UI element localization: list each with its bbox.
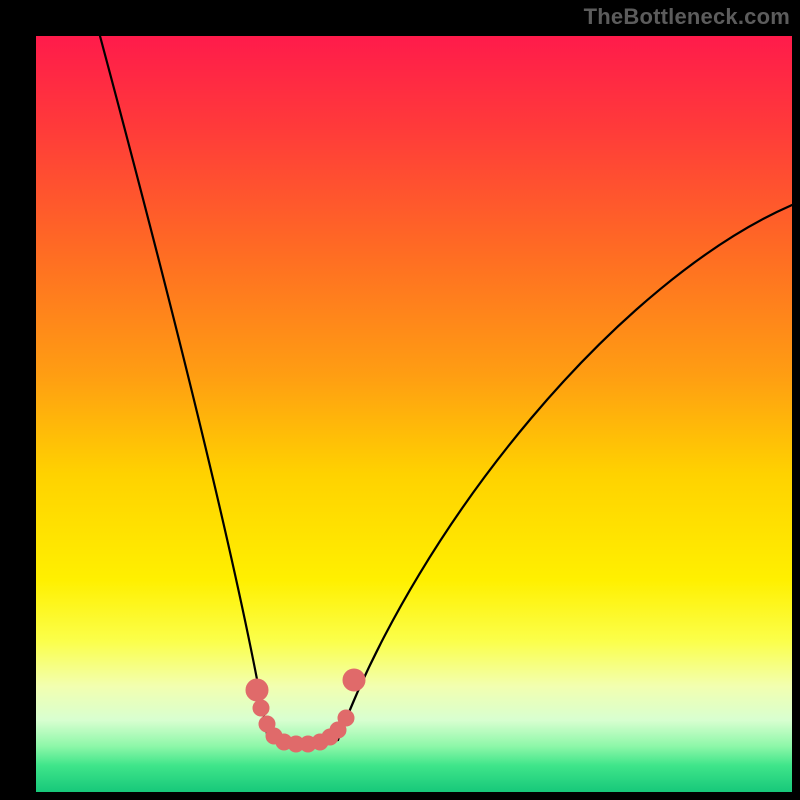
trough-marker: [343, 669, 365, 691]
bottleneck-chart: [0, 0, 800, 800]
trough-marker: [253, 700, 269, 716]
chart-frame: TheBottleneck.com: [0, 0, 800, 800]
gradient-background: [36, 36, 792, 792]
watermark-text: TheBottleneck.com: [584, 4, 790, 30]
trough-marker: [338, 710, 354, 726]
trough-marker: [246, 679, 268, 701]
